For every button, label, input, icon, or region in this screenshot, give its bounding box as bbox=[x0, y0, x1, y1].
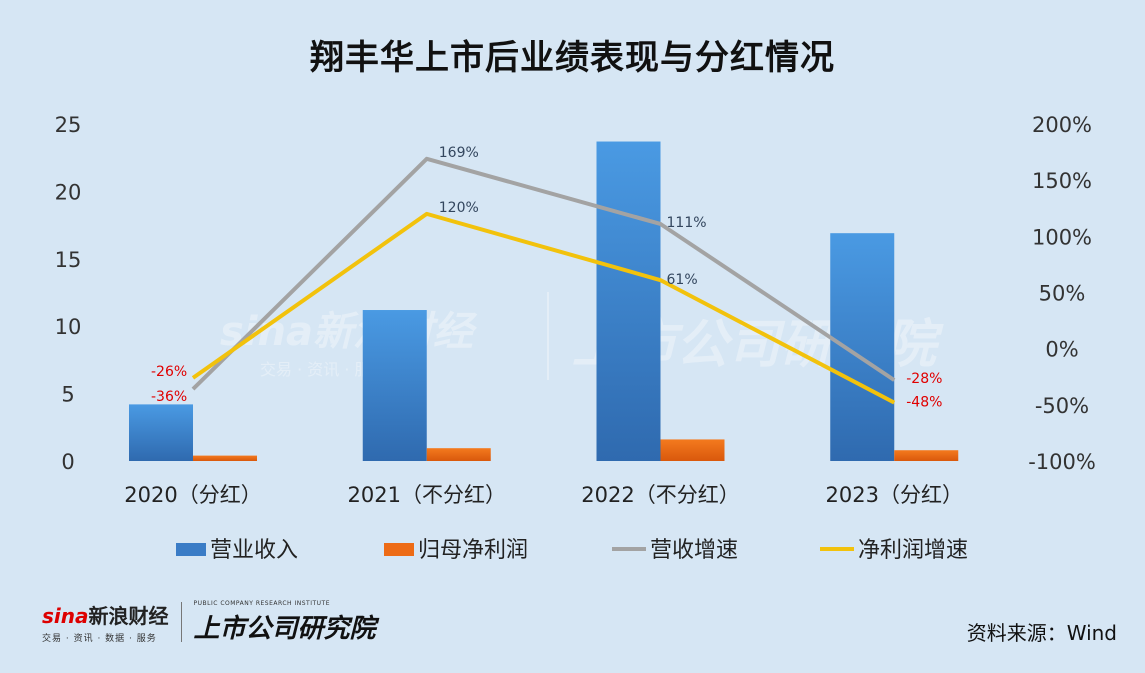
right-tick-label: -100% bbox=[1028, 450, 1096, 474]
right-tick-label: 150% bbox=[1032, 169, 1092, 193]
revenue-growth-label: 111% bbox=[667, 215, 707, 231]
category-label: 2022（不分红） bbox=[581, 483, 739, 507]
institute-logo-sub: PUBLIC COMPANY RESEARCH INSTITUTE bbox=[193, 599, 330, 607]
data-source: 资料来源：Wind bbox=[966, 621, 1117, 645]
profit-bar-2021 bbox=[426, 448, 491, 461]
right-tick-label: 50% bbox=[1039, 282, 1086, 306]
revenue-bar-2023 bbox=[830, 233, 895, 461]
legend-label: 营业收入 bbox=[210, 538, 298, 563]
right-tick-label: -50% bbox=[1035, 394, 1089, 418]
chart-title: 翔丰华上市后业绩表现与分红情况 bbox=[310, 38, 835, 78]
institute-logo: PUBLIC COMPANY RESEARCH INSTITUTE 上市公司研究… bbox=[194, 600, 376, 645]
profit-growth-label: -48% bbox=[906, 395, 942, 411]
legend-swatch bbox=[384, 543, 414, 556]
category-label: 2021（不分红） bbox=[348, 483, 506, 507]
revenue-growth-label: -28% bbox=[906, 371, 942, 387]
institute-logo-text: 上市公司研究院 bbox=[193, 613, 376, 644]
footer-logos: sina新浪财经 交易 · 资讯 · 数据 · 服务 PUBLIC COMPAN… bbox=[42, 598, 376, 646]
profit-growth-line bbox=[191, 211, 896, 405]
right-axis: -100% -50% 0% 50% 100% 150% 200% bbox=[1028, 113, 1096, 474]
legend-label: 归母净利润 bbox=[418, 538, 528, 563]
revenue-growth-label: -36% bbox=[151, 389, 187, 405]
left-tick-label: 10 bbox=[55, 315, 82, 339]
category-label: 2020（分红） bbox=[124, 483, 261, 507]
legend-label: 净利润增速 bbox=[858, 538, 968, 563]
sina-logo: sina新浪财经 交易 · 资讯 · 数据 · 服务 bbox=[42, 600, 169, 644]
profit-growth-label: 61% bbox=[667, 272, 698, 288]
profit-growth-label: 120% bbox=[439, 200, 479, 216]
legend: 营业收入 归母净利润 营收增速 净利润增速 bbox=[176, 538, 968, 563]
legend-label: 营收增速 bbox=[650, 538, 738, 563]
revenue-growth-label: 169% bbox=[439, 145, 479, 161]
sina-logo-mark: sina bbox=[42, 604, 89, 628]
left-tick-label: 15 bbox=[55, 248, 82, 272]
left-axis: 0 5 10 15 20 25 bbox=[55, 113, 82, 474]
left-tick-label: 0 bbox=[61, 450, 74, 474]
revenue-bar-2020 bbox=[129, 404, 193, 461]
revenue-growth-line bbox=[191, 156, 896, 391]
profit-growth-label: -26% bbox=[151, 364, 187, 380]
logo-divider bbox=[180, 602, 182, 642]
lines-layer: -36% 169% 111% -28% -26% 120% 61% -48% bbox=[151, 145, 942, 411]
revenue-bar-2022 bbox=[596, 141, 661, 462]
category-axis: 2020（分红） 2021（不分红） 2022（不分红） 2023（分红） bbox=[124, 483, 963, 507]
right-tick-label: 100% bbox=[1032, 225, 1092, 249]
revenue-bar-2021 bbox=[362, 310, 427, 461]
left-tick-label: 20 bbox=[55, 180, 82, 204]
left-tick-label: 5 bbox=[61, 383, 74, 407]
left-tick-label: 25 bbox=[55, 113, 82, 137]
profit-bar-2022 bbox=[660, 439, 725, 461]
sina-logo-sub: 交易 · 资讯 · 数据 · 服务 bbox=[42, 634, 157, 644]
bars-layer bbox=[129, 141, 959, 462]
legend-swatch bbox=[176, 543, 206, 556]
right-tick-label: 200% bbox=[1032, 113, 1092, 137]
watermark-sub: 交易 · 资讯 · 服务 bbox=[260, 360, 387, 379]
right-tick-label: 0% bbox=[1045, 338, 1078, 362]
sina-logo-text: 新浪财经 bbox=[88, 604, 169, 628]
category-label: 2023（分红） bbox=[826, 483, 963, 507]
profit-bar-2020 bbox=[193, 455, 257, 461]
profit-bar-2023 bbox=[894, 450, 959, 461]
watermark-brand: sina新浪财经 bbox=[220, 309, 478, 355]
